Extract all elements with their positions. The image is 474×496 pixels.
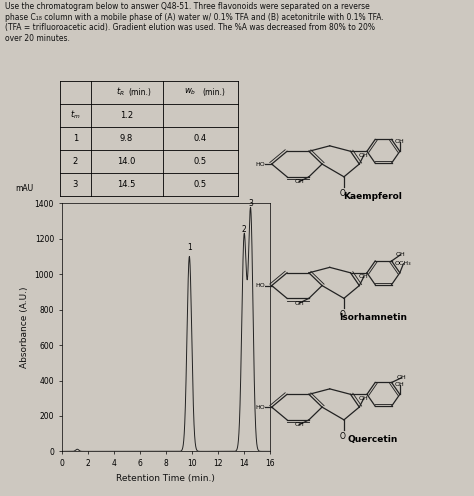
- Text: O: O: [340, 432, 346, 441]
- Text: OH: OH: [294, 422, 304, 427]
- Text: 3: 3: [248, 199, 253, 208]
- Text: 9.8: 9.8: [120, 134, 133, 143]
- Text: 1: 1: [73, 134, 78, 143]
- Text: OH: OH: [294, 301, 304, 306]
- Text: Isorhamnetin: Isorhamnetin: [339, 313, 407, 322]
- Text: (min.): (min.): [202, 88, 225, 97]
- Text: 0.5: 0.5: [194, 180, 207, 189]
- Text: Kaempferol: Kaempferol: [344, 192, 402, 201]
- Text: $w_b$: $w_b$: [184, 87, 197, 97]
- Text: HO: HO: [255, 283, 265, 288]
- Text: $t_R$: $t_R$: [116, 86, 125, 98]
- Text: HO: HO: [255, 405, 265, 410]
- Text: 2: 2: [242, 225, 246, 235]
- Text: OH: OH: [294, 179, 304, 184]
- Text: 14.5: 14.5: [118, 180, 136, 189]
- Text: 2: 2: [73, 157, 78, 166]
- Text: $t_m$: $t_m$: [70, 109, 81, 122]
- Text: OH: OH: [397, 375, 406, 380]
- Text: Use the chromatogram below to answer Q48-51. Three flavonoids were separated on : Use the chromatogram below to answer Q48…: [5, 2, 383, 43]
- Text: HO: HO: [255, 162, 265, 167]
- X-axis label: Retention Time (min.): Retention Time (min.): [117, 474, 215, 483]
- Text: OH: OH: [395, 382, 405, 387]
- Text: OCH₃: OCH₃: [395, 261, 412, 266]
- Text: 1.2: 1.2: [120, 111, 133, 120]
- Text: OH: OH: [395, 252, 405, 257]
- Text: 14.0: 14.0: [118, 157, 136, 166]
- Text: Quercetin: Quercetin: [348, 435, 398, 444]
- Text: OH: OH: [359, 274, 369, 279]
- Text: mAU: mAU: [16, 185, 34, 193]
- Text: OH: OH: [359, 396, 369, 401]
- Text: 3: 3: [73, 180, 78, 189]
- Text: 1: 1: [187, 243, 192, 252]
- Text: (min.): (min.): [128, 88, 151, 97]
- Text: O: O: [340, 310, 346, 319]
- Text: O: O: [340, 188, 346, 198]
- Text: OH: OH: [359, 153, 369, 158]
- Text: 0.5: 0.5: [194, 157, 207, 166]
- Text: OH: OH: [395, 139, 405, 144]
- Y-axis label: Absorbance (A.U.): Absorbance (A.U.): [20, 287, 29, 368]
- Text: 0.4: 0.4: [194, 134, 207, 143]
